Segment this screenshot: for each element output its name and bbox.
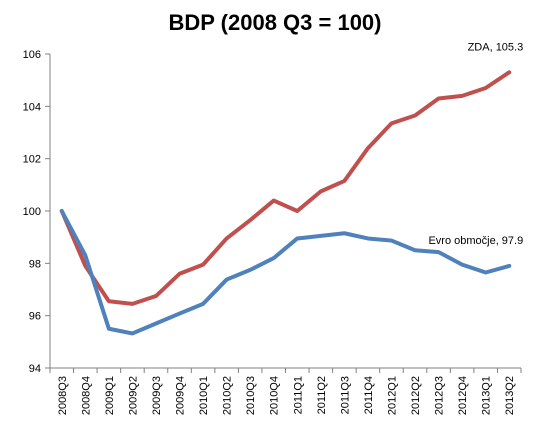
x-tick-label: 2009Q4 (175, 376, 187, 415)
x-tick-label: 2009Q1 (104, 376, 116, 415)
x-tick-label: 2010Q3 (245, 376, 257, 415)
x-tick-label: 2008Q3 (57, 376, 69, 415)
y-tick-label: 102 (23, 154, 41, 166)
x-tick-label: 2011Q2 (316, 376, 328, 414)
x-tick-label: 2009Q2 (127, 376, 139, 415)
x-tick-label: 2011Q3 (339, 376, 351, 414)
y-tick-label: 104 (23, 101, 41, 113)
chart-title: BDP (2008 Q3 = 100) (168, 10, 382, 35)
x-tick-label: 2010Q4 (269, 376, 281, 415)
x-tick-label: 2009Q3 (151, 376, 163, 415)
x-tick-label: 2012Q1 (386, 376, 398, 415)
y-axis: 94 96 98 100 102 104 106 (23, 49, 51, 375)
y-tick-label: 94 (29, 363, 41, 375)
x-tick-label: 2010Q1 (198, 376, 210, 415)
x-tick-label: 2011Q4 (363, 376, 375, 414)
x-tick-label: 2012Q2 (410, 376, 422, 415)
x-axis: 2008Q3 2008Q4 2009Q1 2009Q2 2009Q3 2009Q4 2010… (49, 367, 522, 415)
series-line-0 (59, 70, 512, 306)
annotation-label-1: Evro območje, 97.9 (428, 235, 523, 247)
y-tick-label: 96 (29, 311, 41, 323)
x-tick-label: 2011Q1 (292, 376, 304, 414)
series-lines (59, 70, 512, 336)
x-tick-label: 2012Q4 (457, 376, 469, 415)
x-tick-label: 2013Q1 (481, 376, 493, 415)
series-line-1 (59, 209, 512, 336)
y-tick-label: 98 (29, 258, 41, 270)
x-tick-label: 2010Q2 (222, 376, 234, 415)
y-tick-label: 106 (23, 49, 41, 61)
annotations: ZDA, 105.3 Evro območje, 97.9 (428, 41, 523, 247)
annotation-label-0: ZDA, 105.3 (468, 41, 524, 53)
y-tick-label: 100 (23, 206, 41, 218)
x-tick-label: 2013Q2 (504, 376, 516, 415)
x-tick-label: 2012Q3 (434, 376, 446, 415)
x-tick-label: 2008Q4 (80, 376, 92, 415)
